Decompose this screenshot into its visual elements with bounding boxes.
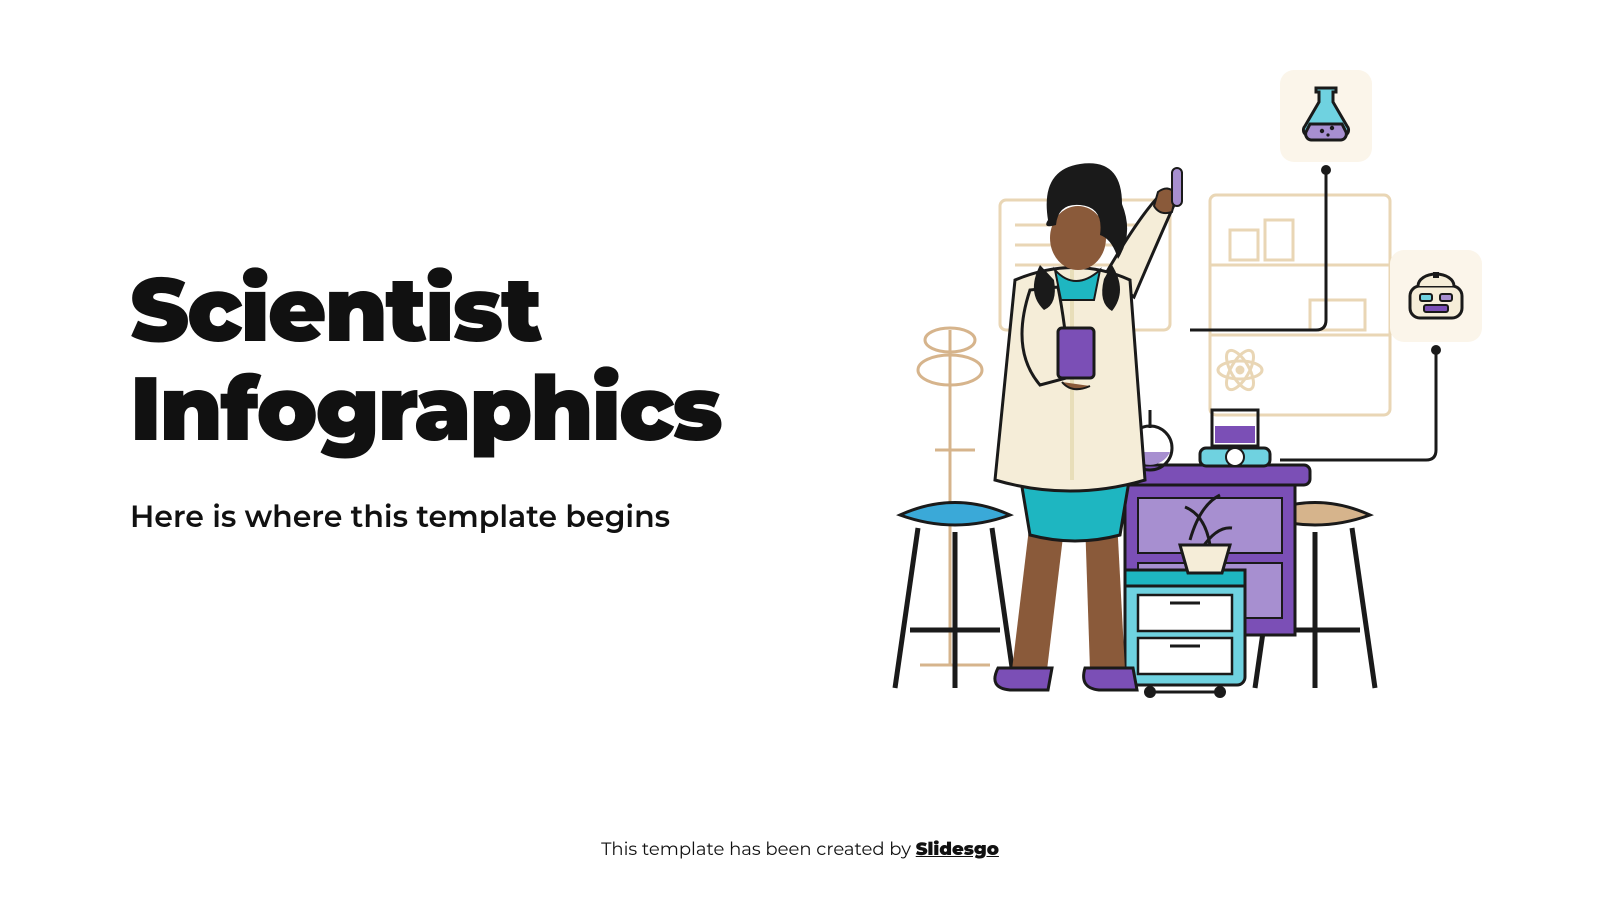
drawer-icon (1125, 570, 1245, 698)
footer-text: This template has been created by (601, 838, 916, 860)
callout-flask (1190, 70, 1372, 330)
shelf-icon (1210, 195, 1390, 415)
title-line-1: Scientist (130, 254, 541, 364)
slide-subtitle: Here is where this template begins (130, 498, 830, 535)
callout-centrifuge (1280, 250, 1482, 460)
beaker-scale-icon (1200, 410, 1270, 466)
title-line-2: Infographics (130, 353, 721, 463)
slide: Scientist Infographics Here is where thi… (0, 0, 1600, 900)
footer: This template has been created by Slides… (0, 838, 1600, 860)
scientist-illustration (880, 70, 1500, 710)
slide-title: Scientist Infographics (130, 260, 830, 458)
stool-left-icon (895, 503, 1015, 689)
footer-brand[interactable]: Slidesgo (916, 838, 999, 860)
title-block: Scientist Infographics Here is where thi… (130, 260, 830, 535)
